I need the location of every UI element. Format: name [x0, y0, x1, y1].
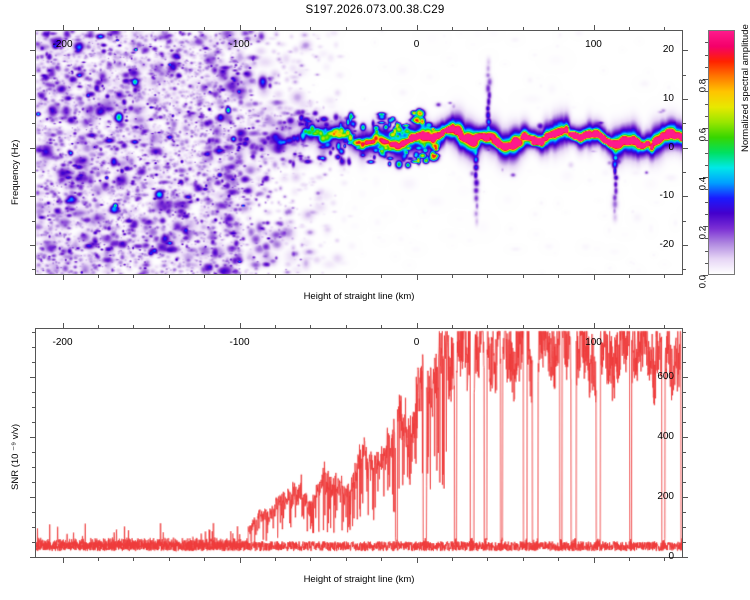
colorbar-tick [703, 128, 708, 129]
colorbar-minor-tick [705, 54, 708, 56]
snr-ticks-x-label: 0 [413, 337, 420, 348]
colorbar-tick [703, 177, 708, 178]
spec-ticks-x-label: -100 [229, 39, 250, 50]
page-title: S197.2026.073.00.38.C29 [305, 4, 445, 16]
spec-ticks-y-label: -20 [659, 238, 674, 250]
colorbar-minor-tick [705, 201, 708, 203]
colorbar-minor-tick [705, 213, 708, 215]
snr-ticks-x-label: 100 [585, 337, 602, 348]
spectrogram-panel: -20 -10 0 10 20 -200 -100 0 100 [30, 25, 688, 280]
colorbar-tick-label: 0.6 [697, 128, 709, 142]
spectrogram-image [36, 31, 682, 274]
colorbar-minor-tick [705, 238, 708, 240]
spectrogram-y-axis-title: Frequency (Hz) [10, 139, 21, 205]
spec-ticks-y-label: 10 [662, 93, 674, 105]
colorbar-minor-tick [705, 152, 708, 154]
colorbar-minor-tick [705, 189, 708, 191]
colorbar-minor-tick [705, 66, 708, 68]
colorbar-tick [703, 275, 708, 276]
colorbar-tick-label: 0.0 [697, 275, 709, 289]
snr-x-axis-title: Height of straight line (km) [303, 574, 415, 585]
colorbar-minor-tick [705, 115, 708, 117]
snr-ticks-x-label: -200 [52, 337, 73, 348]
snr-panel: 0 200 400 600 -200 -100 0 100 [30, 323, 688, 563]
snr-ticks-y-label: 0 [668, 551, 674, 562]
spec-ticks-x-label: -200 [52, 39, 73, 50]
snr-ticks-y-label: 400 [657, 431, 674, 442]
colorbar-minor-tick [705, 250, 708, 252]
colorbar-minor-tick [705, 262, 708, 264]
spec-ticks-x-label: 0 [413, 39, 420, 50]
snr-y-axis-title: SNR (10 ⁻⁹ v/v) [10, 423, 21, 490]
snr-ticks-y-label: 200 [657, 491, 674, 502]
colorbar-tick-label: 0.8 [697, 79, 709, 93]
snr-ticks-y-label: 600 [657, 371, 674, 382]
spec-ticks-y-label: 0 [668, 141, 674, 153]
spec-ticks-x-label: 100 [585, 39, 602, 50]
colorbar-tick-label: 0.4 [697, 177, 709, 191]
spec-ticks-y-label: 20 [662, 44, 674, 56]
colorbar-tick [703, 226, 708, 227]
colorbar-minor-tick [705, 103, 708, 105]
colorbar-minor-tick [705, 42, 708, 44]
spectrogram-x-axis-title: Height of straight line (km) [303, 291, 415, 302]
colorbar-minor-tick [705, 164, 708, 166]
colorbar-gradient [709, 31, 734, 274]
colorbar-title: Normalized spectral amplitude [740, 24, 750, 152]
colorbar [708, 30, 735, 275]
snr-trace [36, 329, 682, 557]
colorbar-tick [703, 79, 708, 80]
snr-ticks-x-label: -100 [229, 337, 250, 348]
spec-ticks-y-label: -10 [659, 190, 674, 202]
colorbar-tick-label: 0.2 [697, 226, 709, 240]
colorbar-minor-tick [705, 91, 708, 93]
colorbar-minor-tick [705, 140, 708, 142]
